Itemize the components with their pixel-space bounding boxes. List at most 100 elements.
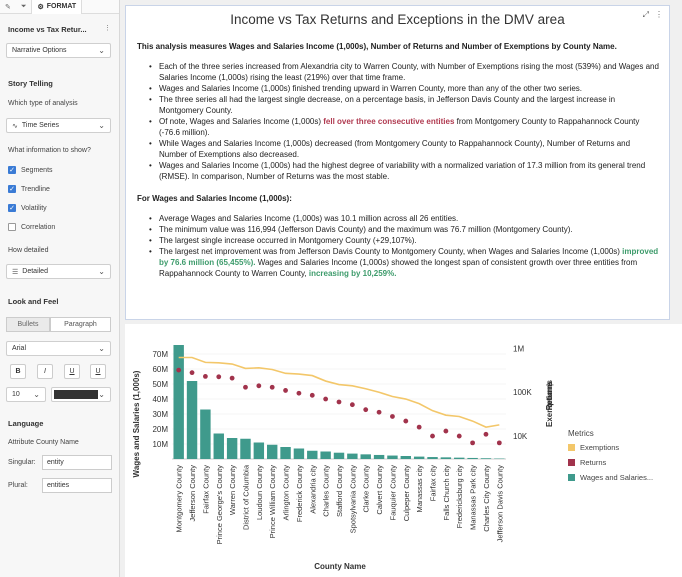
list-item: While Wages and Salaries Income (1,000s)… <box>149 138 659 160</box>
detail-list: Average Wages and Salaries Income (1,000… <box>149 213 659 279</box>
brush-icon[interactable]: ✎ <box>5 3 11 11</box>
bar <box>480 458 492 459</box>
x-tick-label: Culpeper County <box>402 465 411 522</box>
bar <box>373 454 385 459</box>
plural-input[interactable]: entities <box>42 478 112 493</box>
list-item: The three series all had the largest sin… <box>149 94 659 116</box>
bar <box>266 444 278 459</box>
exemptions-line <box>178 356 500 428</box>
y2-tick-label: 100K <box>513 388 532 397</box>
format-panel: ✎ ⏷ ⚙ FORMAT Income vs Tax Retur... ⋮ Nar… <box>0 0 120 577</box>
returns-point <box>443 428 449 434</box>
story-heading: Story Telling <box>8 79 53 88</box>
x-tick-label: Frederick County <box>295 465 304 522</box>
bar <box>360 454 371 459</box>
returns-point <box>456 433 462 439</box>
bold-button[interactable]: B <box>10 364 26 379</box>
analysis-label: Which type of analysis <box>8 100 78 107</box>
bar <box>293 448 305 459</box>
bar <box>454 457 465 459</box>
bar <box>240 438 251 459</box>
color-swatch <box>54 390 98 399</box>
tab-paragraph[interactable]: Paragraph <box>50 317 111 332</box>
info-label: What information to show? <box>8 147 91 154</box>
y-axis-ticks: 10M 20M 30M 40M 50M 60M 70M <box>152 350 168 449</box>
bar <box>467 457 478 459</box>
font-select[interactable]: Arial ⌄ <box>6 341 111 356</box>
legend-swatch <box>568 474 575 481</box>
bar <box>213 433 224 459</box>
singular-label: Singular: <box>8 459 36 466</box>
checkbox-checked[interactable]: ✓ <box>8 185 16 193</box>
viz-type-select[interactable]: Narrative Options ⌄ <box>6 43 111 58</box>
attribute-label: Attribute County Name <box>8 439 79 446</box>
bar <box>307 450 318 459</box>
font-size-select[interactable]: 10 ⌄ <box>6 387 46 402</box>
returns-point <box>403 418 409 424</box>
legend-returns[interactable]: Returns <box>568 458 606 467</box>
strikethrough-button[interactable]: U <box>90 364 106 379</box>
x-tick-label: Calvert County <box>375 465 384 515</box>
checkbox-checked[interactable]: ✓ <box>8 166 16 174</box>
tab-format[interactable]: ⚙ FORMAT <box>31 0 83 14</box>
option-correlation[interactable]: Correlation <box>8 223 55 231</box>
returns-point <box>229 375 235 381</box>
singular-input[interactable]: entity <box>42 455 112 470</box>
analysis-select[interactable]: ∿ Time Series ⌄ <box>6 118 111 133</box>
y-tick-label: 20M <box>152 425 168 434</box>
chevron-down-icon: ⌄ <box>33 390 40 399</box>
chevron-down-icon: ⌄ <box>98 267 105 276</box>
returns-point <box>269 384 275 390</box>
bar <box>387 455 398 459</box>
bar <box>413 456 425 459</box>
y2-axis-label-returns: Returns <box>545 379 554 410</box>
y2-axis-label-separator: | <box>545 384 554 386</box>
x-tick-label: Alexandria city <box>308 465 317 514</box>
bar <box>333 452 345 459</box>
x-tick-label: Jefferson County <box>188 465 197 522</box>
bar <box>400 456 412 459</box>
returns-point <box>203 373 208 379</box>
x-tick-label: Spotsylvania County <box>348 465 357 534</box>
kebab-menu-icon[interactable]: ⋮ <box>104 25 111 32</box>
returns-point <box>296 390 302 396</box>
trend-icon: ∿ <box>12 122 18 130</box>
option-trendline[interactable]: ✓ Trendline <box>8 185 50 193</box>
list-item: Wages and Salaries Income (1,000s) had t… <box>149 160 659 182</box>
list-icon: ☰ <box>12 268 19 276</box>
checkbox-checked[interactable]: ✓ <box>8 204 16 212</box>
filter-icon[interactable]: ⏷ <box>20 2 27 10</box>
legend-wages[interactable]: Wages and Salaries... <box>568 473 653 482</box>
tab-bullets[interactable]: Bullets <box>6 317 50 332</box>
returns-point <box>336 399 342 405</box>
x-tick-label: Manassas city <box>415 465 424 513</box>
bar <box>280 447 291 459</box>
option-segments[interactable]: ✓ Segments <box>8 166 53 174</box>
font-color-select[interactable]: ⌄ <box>51 387 111 402</box>
kebab-menu-icon[interactable]: ⋮ <box>655 10 663 19</box>
returns-point <box>323 396 329 402</box>
expand-icon[interactable]: ⤢ <box>642 10 649 19</box>
bar <box>226 438 238 459</box>
x-tick-label: Arlington County <box>282 465 291 521</box>
language-heading: Language <box>8 419 44 428</box>
option-volatility[interactable]: ✓ Volatility <box>8 204 47 212</box>
bar <box>427 457 438 459</box>
legend-exemptions[interactable]: Exemptions <box>568 443 619 452</box>
returns-point <box>176 367 182 373</box>
x-tick-label: Warren County <box>228 465 237 515</box>
returns-point <box>390 414 395 419</box>
underline-button[interactable]: U <box>64 364 80 379</box>
returns-point <box>430 433 435 439</box>
y-tick-label: 60M <box>152 365 168 374</box>
combo-chart: 10M 20M 30M 40M 50M 60M 70M 10K 100K 1M Montgome… <box>132 344 594 571</box>
bar <box>253 442 265 459</box>
page-title: Income vs Tax Returns and Exceptions in … <box>230 12 565 27</box>
x-tick-label: Charles County <box>322 465 331 517</box>
list-item: Average Wages and Salaries Income (1,000… <box>149 213 659 224</box>
checkbox-unchecked[interactable] <box>8 223 16 231</box>
italic-button[interactable]: I <box>37 364 53 379</box>
y-tick-label: 50M <box>152 380 168 389</box>
detail-select[interactable]: ☰ Detailed ⌄ <box>6 264 111 279</box>
viz-title: Income vs Tax Retur... <box>8 25 87 34</box>
